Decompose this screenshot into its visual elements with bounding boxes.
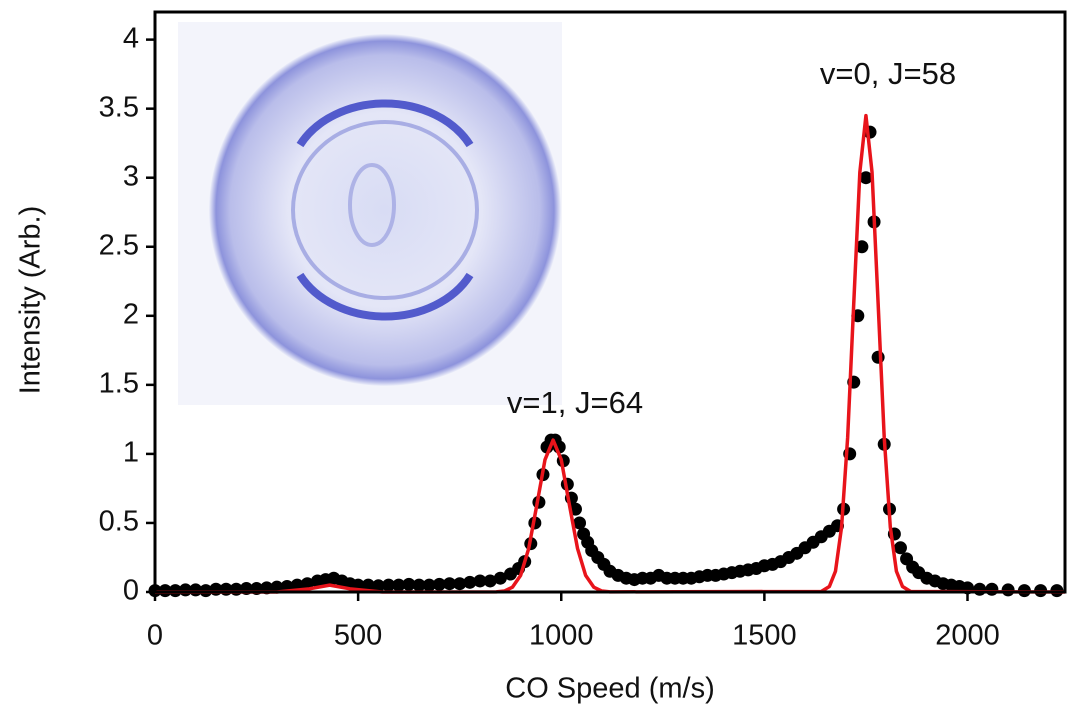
data-point	[893, 541, 907, 555]
y-tick-label: 2	[123, 298, 139, 330]
x-tick-label: 1500	[732, 620, 797, 652]
data-point	[483, 574, 497, 588]
x-tick-label: 500	[334, 620, 382, 652]
x-axis-label: CO Speed (m/s)	[505, 673, 715, 705]
peak-annotation: v=1, J=64	[507, 385, 643, 420]
data-point	[422, 578, 436, 592]
y-tick-label: 4	[123, 22, 139, 54]
data-point	[412, 578, 426, 592]
plot-frame	[153, 10, 1067, 594]
data-point	[473, 574, 487, 588]
data-point	[859, 171, 873, 185]
data-point	[361, 578, 375, 592]
data-point	[382, 578, 396, 592]
data-point	[453, 577, 467, 591]
y-tick-label: 3	[123, 160, 139, 192]
x-tick-label: 1000	[529, 620, 594, 652]
data-point	[402, 577, 416, 591]
data-point	[1001, 583, 1015, 597]
y-tick-label: 2.5	[99, 229, 139, 261]
data-point	[973, 582, 987, 596]
data-point	[985, 582, 999, 596]
data-point	[855, 240, 869, 254]
x-tick-label: 2000	[935, 620, 1000, 652]
inset-image	[178, 22, 562, 405]
data-point	[573, 516, 587, 530]
y-tick-label: 1.5	[99, 368, 139, 400]
y-tick-label: 0	[123, 575, 139, 607]
peak-annotation: v=0, J=58	[820, 56, 956, 91]
data-point	[432, 577, 446, 591]
data-point	[443, 577, 457, 591]
data-point	[392, 578, 406, 592]
y-axis-label: Intensity (Arb.)	[15, 206, 47, 395]
data-point	[371, 579, 385, 593]
y-tick-label: 3.5	[99, 91, 139, 123]
y-tick-label: 0.5	[99, 506, 139, 538]
data-point	[871, 350, 885, 364]
data-point	[493, 571, 507, 585]
x-tick-label: 0	[147, 620, 163, 652]
data-point	[463, 575, 477, 589]
y-tick-label: 1	[123, 437, 139, 469]
